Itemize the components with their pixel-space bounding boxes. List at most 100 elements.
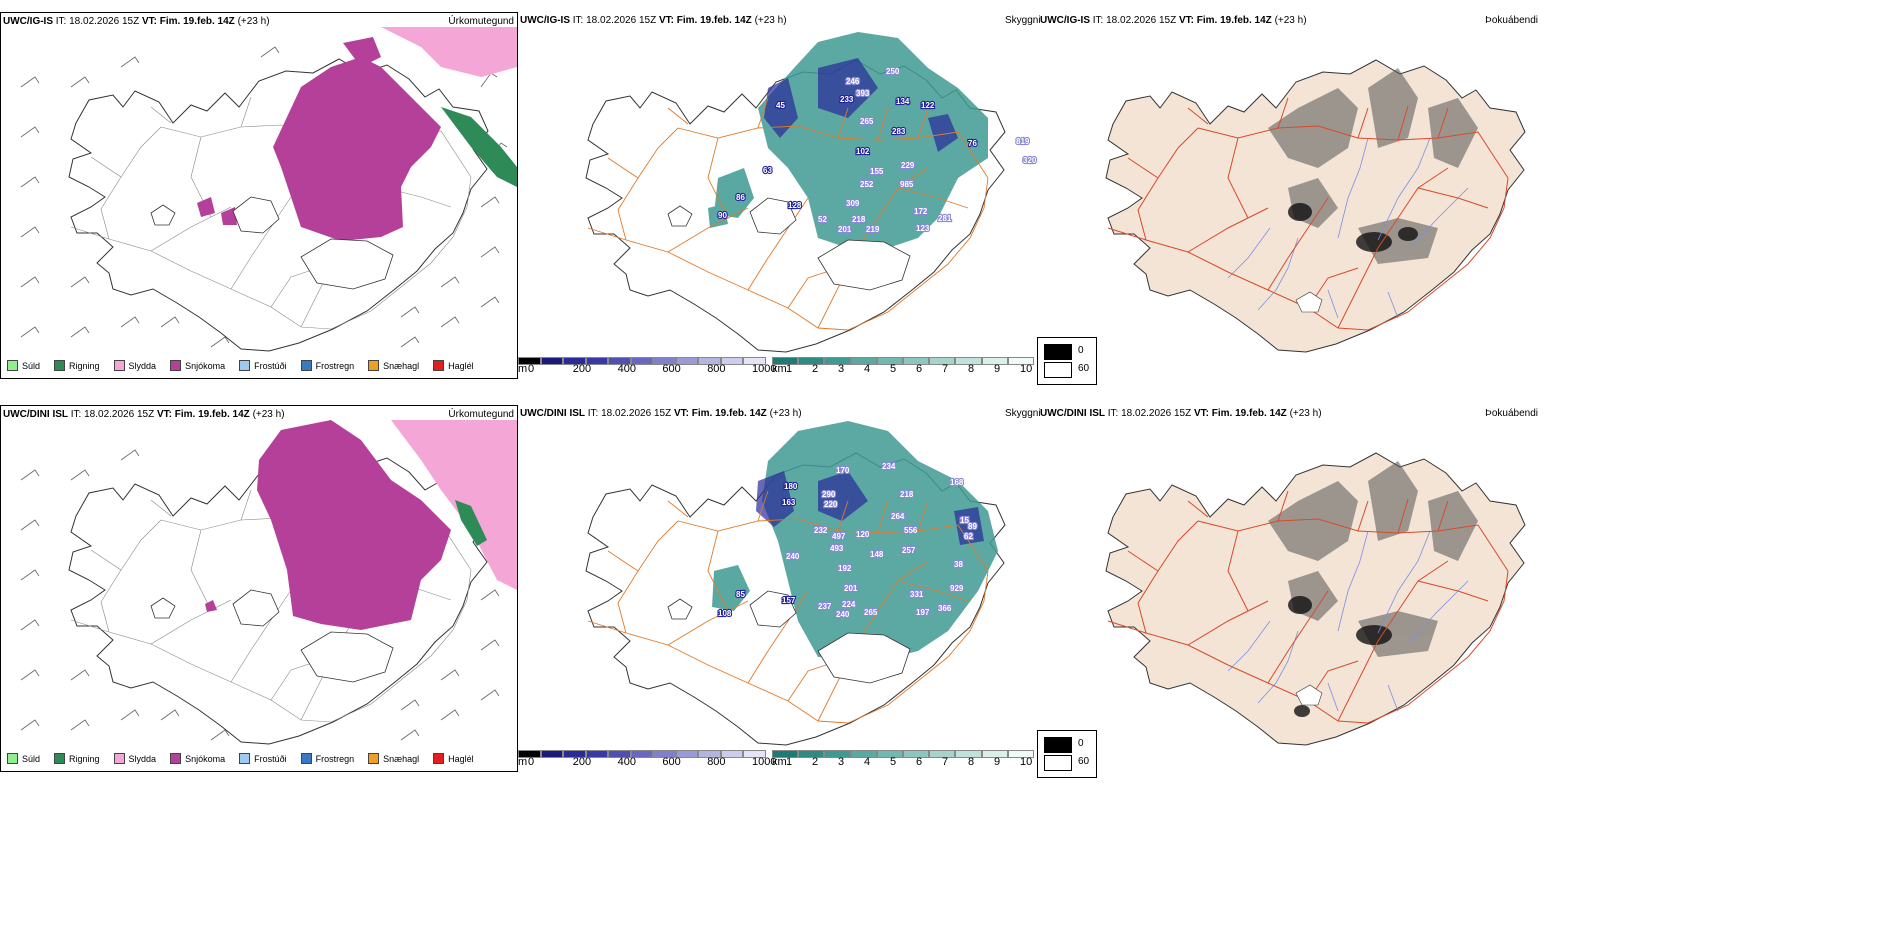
cloudbase-value-label: 257	[902, 546, 916, 555]
colorbar-segment	[981, 357, 1008, 365]
legend-swatch	[239, 753, 251, 764]
colorbar-segment	[653, 750, 676, 758]
colorbar-segment	[518, 357, 541, 365]
colorbar-tick: 400	[617, 363, 636, 375]
legend-swatch	[300, 753, 312, 764]
fog-map-row2	[1105, 452, 1526, 746]
fog-legend-label: 0	[1078, 738, 1084, 749]
colorbar-tick: 200	[572, 363, 592, 375]
cloudbase-colorbar-row1: m 0 200 400 600 800 1000	[518, 357, 776, 379]
skyggni-label-row2: Skyggni	[1005, 408, 1041, 419]
colorbar-segment	[563, 357, 586, 365]
colorbar-tick: 4	[864, 363, 871, 375]
colorbar-unit: km	[772, 756, 787, 768]
legend-label: Súld	[22, 360, 41, 371]
cloudbase-value-label: 134	[896, 97, 910, 106]
colorbar-tick: 9	[994, 363, 1001, 375]
cloudbase-value-label: 237	[818, 602, 832, 611]
fog-shading	[1268, 68, 1478, 264]
cloudbase-value-label: 38	[954, 560, 963, 569]
precip-panel-row1: UWC/IG-IS IT: 18.02.2026 15Z VT: Fim. 19…	[0, 12, 518, 379]
colorbar-segment	[772, 750, 799, 758]
cloudbase-value-label: 180	[784, 482, 798, 491]
fog-legend-row1: 0 60	[1037, 337, 1097, 385]
colorbar-tick: 8	[968, 363, 975, 375]
precip-legend-item: Haglél	[433, 360, 474, 371]
cloudbase-value-label: 148	[870, 550, 884, 559]
colorbar-segment	[798, 750, 825, 758]
colorbar-tick: 800	[707, 363, 726, 375]
cloudbase-value-label: 929	[950, 584, 964, 593]
precip-legend-item: Slydda	[113, 753, 157, 764]
cloudbase-value-label: 170	[836, 466, 850, 475]
colorbar-segment	[585, 357, 609, 365]
sleet-area	[381, 27, 517, 77]
colorbar-tick: 9	[994, 756, 1001, 768]
cloud-title-row1: UWC/IG-IS IT: 18.02.2026 15Z VT: Fim. 19…	[520, 15, 787, 26]
colorbar-segment	[929, 357, 956, 365]
colorbar-unit: m	[518, 756, 528, 768]
colorbar-tick: 4	[864, 756, 871, 768]
colorbar-segment	[743, 750, 766, 758]
cloudbase-value-label: 233	[840, 95, 854, 104]
colorbar-tick: 6	[916, 756, 923, 768]
cloudbase-value-label: 102	[856, 147, 870, 156]
colorbar-segment	[630, 357, 654, 365]
precip-legend-item: Súld	[7, 360, 40, 371]
cloudbase-value-label: 76	[968, 139, 977, 148]
cloudbase-value-label: 123	[916, 224, 930, 233]
cloudbase-value-label: 246	[846, 77, 860, 86]
wind-barbs	[20, 449, 500, 741]
fog-index-label-row2: Þokuábendi	[1485, 408, 1538, 419]
precip-legend-item: Slydda	[113, 360, 156, 371]
cloudbase-value-label: 157	[782, 596, 796, 605]
legend-label: Rigning	[69, 753, 100, 764]
colorbar-tick: 5	[890, 756, 897, 768]
colorbar-tick: 10	[1020, 756, 1033, 768]
cloudbase-value-label: 155	[870, 167, 884, 176]
precip-legend-item: Snjókoma	[170, 360, 225, 371]
cloudbase-value-label: 250	[886, 67, 900, 76]
cloudbase-value-label: 172	[914, 207, 928, 216]
colorbar-segment	[850, 750, 877, 758]
cloudbase-value-label: 265	[860, 117, 874, 126]
colorbar-segment	[876, 750, 903, 758]
legend-label: Frostregn	[315, 753, 355, 764]
colorbar-tick: 5	[890, 363, 897, 375]
colorbar-segment	[929, 750, 956, 758]
cloud-map-row1: 128 90 86 63 45 233 246 250 393 134 122 265 283 102 15…	[585, 32, 1038, 353]
colorbar-tick: 600	[662, 756, 681, 768]
cloudbase-value-label: 85	[736, 590, 745, 599]
cloudbase-value-label: 218	[900, 490, 914, 499]
cloudbase-value-label: 232	[814, 526, 828, 535]
cloudbase-value-label: 264	[891, 512, 905, 521]
fog-title-row2: UWC/DINI ISL IT: 18.02.2026 15Z VT: Fim.…	[1040, 408, 1322, 419]
legend-label: Frostúði	[254, 360, 287, 371]
cloudbase-value-label: 218	[852, 215, 866, 224]
colorbar-tick: 600	[662, 363, 681, 375]
colorbar-tick: 3	[838, 756, 845, 768]
fog-map-row1	[1105, 59, 1526, 353]
colorbar-segment	[698, 357, 721, 365]
colorbar-segment	[981, 750, 1008, 758]
low-cloud-area	[756, 471, 984, 545]
legend-label: Snjókoma	[185, 753, 226, 764]
cloudbase-value-label: 122	[921, 101, 935, 110]
legend-label: Slydda	[128, 753, 157, 764]
colorbar-segment	[903, 357, 930, 365]
cloudbase-value-label: 985	[900, 180, 914, 189]
legend-swatch	[170, 753, 182, 764]
legend-swatch	[170, 360, 182, 371]
fog-legend-swatch	[1044, 362, 1072, 378]
colorbar-segment	[540, 357, 564, 365]
fog-legend-swatch	[1044, 344, 1072, 360]
colorbar-segment	[876, 357, 903, 365]
precip-legend-item: Snæhagl	[368, 360, 419, 371]
precip-legend-item: Snæhagl	[368, 753, 419, 764]
cloud-panel-row2: UWC/DINI ISL IT: 18.02.2026 15Z VT: Fim.…	[518, 405, 1041, 772]
cloudbase-value-label: 219	[866, 225, 880, 234]
visibility-colorbar-row1: km 1 2 3 4 5 6 7 8 9 10	[772, 357, 1037, 379]
cloudbase-value-label: 220	[824, 500, 838, 509]
cloudbase-value-label: 331	[910, 590, 924, 599]
fog-legend-label: 0	[1078, 345, 1084, 356]
